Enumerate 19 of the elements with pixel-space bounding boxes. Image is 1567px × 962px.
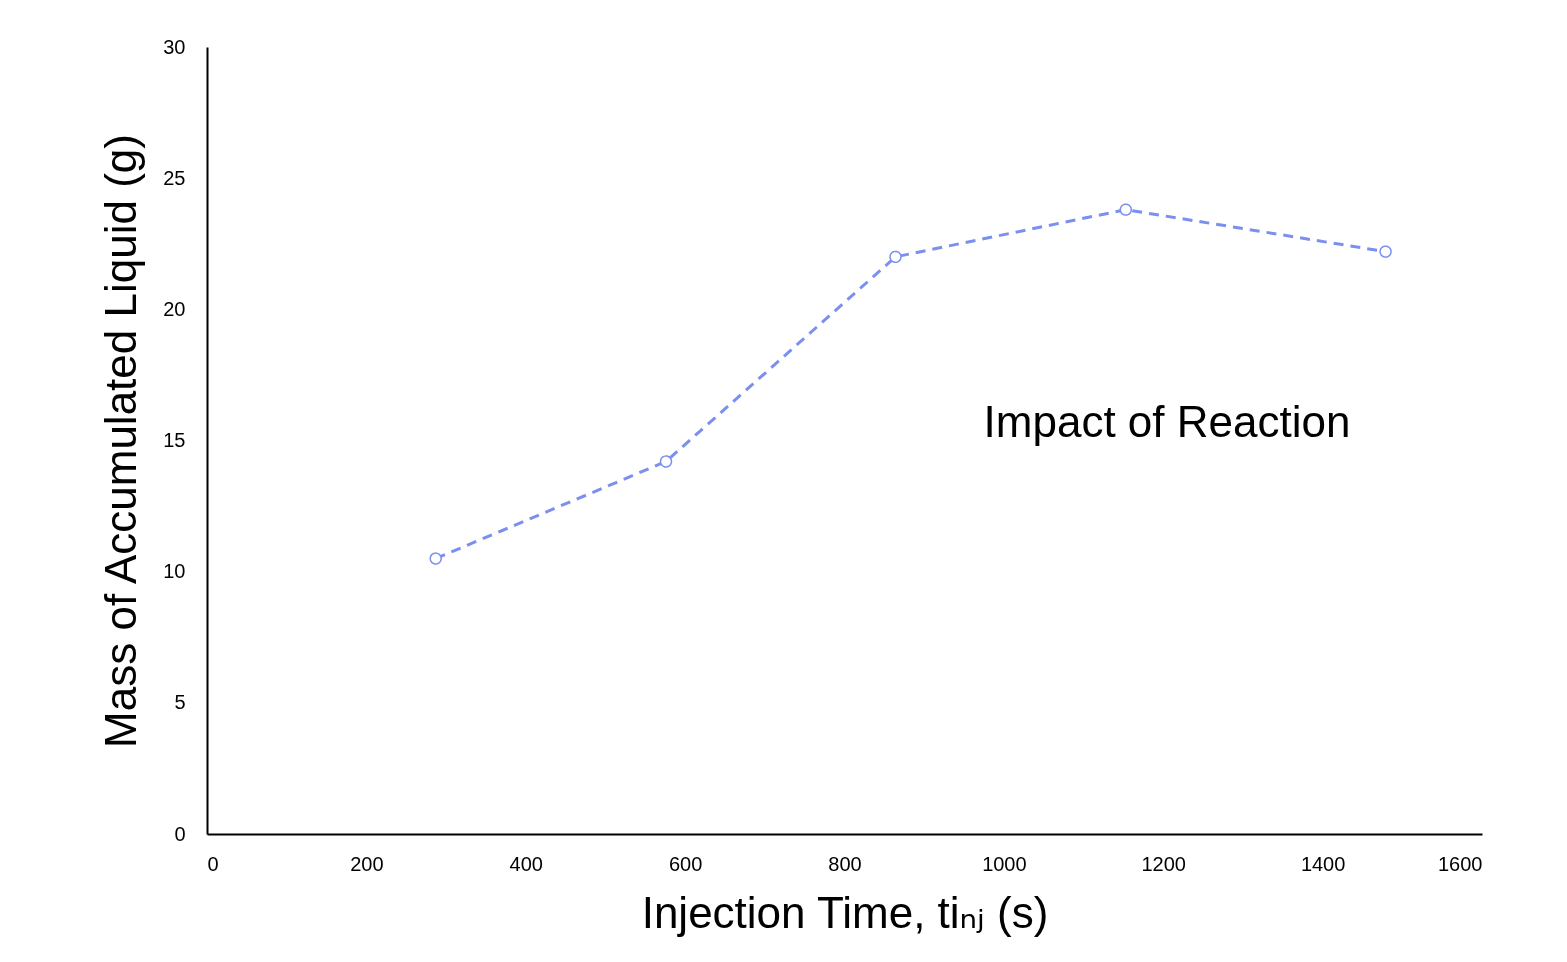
x-tick-label: 1000 <box>982 852 1027 875</box>
y-tick-label: 25 <box>163 166 186 189</box>
x-axis-title: Injection Time, tiₙⱼ (s) <box>641 887 1049 937</box>
x-tick-label: 200 <box>350 852 384 875</box>
x-tick-label: 600 <box>668 852 703 875</box>
y-tick-label: 30 <box>163 35 186 58</box>
y-tick-label: 20 <box>163 297 186 320</box>
y-tick-label: 0 <box>174 822 186 845</box>
y-axis-title: Mass of Accumulated Liquid (g) <box>96 134 146 748</box>
y-tick-label: 10 <box>163 560 186 583</box>
y-tick-label: 15 <box>163 429 186 451</box>
y-tick-label: 5 <box>174 691 186 714</box>
x-tick-label: 400 <box>509 852 543 875</box>
x-tick-label: 1600 <box>1438 852 1483 875</box>
x-tick-label: 1400 <box>1300 852 1346 875</box>
x-tick-label: 0 <box>207 852 219 875</box>
annotation: Impact of Reaction <box>983 397 1351 446</box>
x-tick-label: 1200 <box>1141 852 1186 875</box>
x-tick-label: 800 <box>828 852 862 875</box>
